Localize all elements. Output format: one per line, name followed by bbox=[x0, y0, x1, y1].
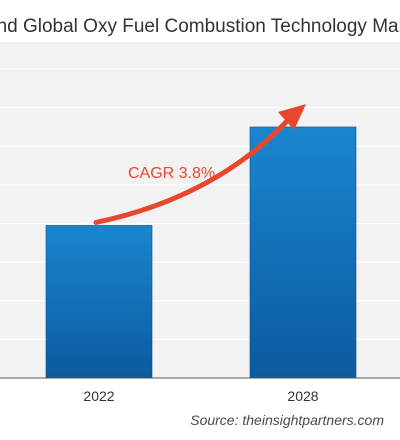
cagr-label: CAGR 3.8% bbox=[128, 165, 215, 182]
bar-2028 bbox=[249, 126, 357, 379]
bars bbox=[45, 126, 357, 379]
x-tick-label-2022: 2022 bbox=[83, 388, 114, 404]
cagr-arrow-shaft bbox=[93, 117, 291, 225]
x-tick-label-2028: 2028 bbox=[287, 388, 318, 404]
source-text: Source: theinsightpartners.com bbox=[190, 412, 384, 428]
chart-title: and Global Oxy Fuel Combustion Technolog… bbox=[0, 16, 400, 38]
bar-2022 bbox=[45, 225, 153, 379]
cagr-arrow-head bbox=[278, 104, 306, 130]
chart-title-text: and Global Oxy Fuel Combustion Technolog… bbox=[0, 16, 400, 37]
x-tick-labels: 2022 2028 bbox=[83, 388, 318, 404]
cagr-arrow bbox=[93, 104, 306, 225]
